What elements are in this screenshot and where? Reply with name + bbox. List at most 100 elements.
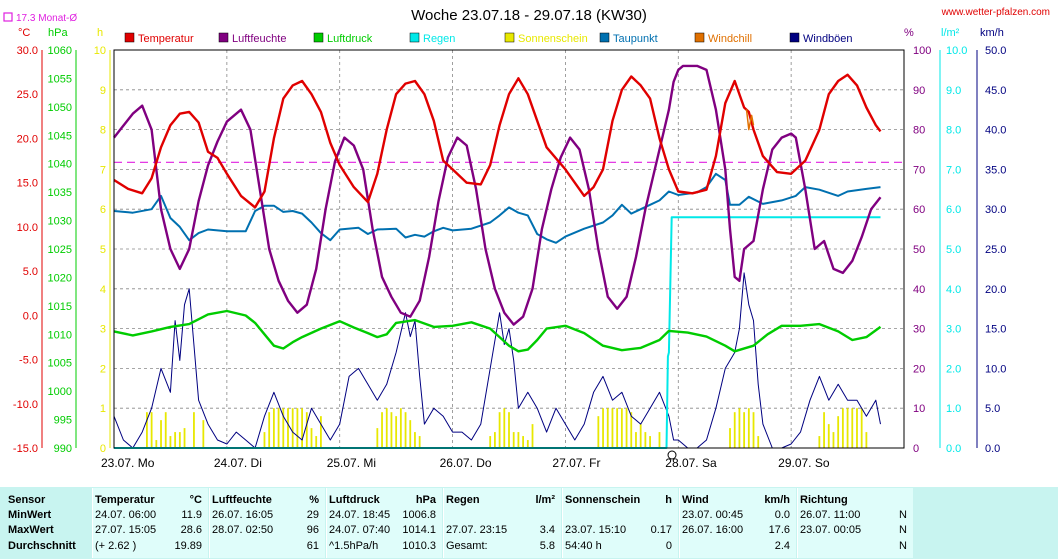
temp-tick-label: -5.0: [19, 355, 38, 367]
chart-grid: [114, 50, 904, 448]
rain-tick-label: 6.0: [946, 204, 961, 216]
sunshine-bar: [489, 436, 492, 448]
series-luftfeuchte-line: [113, 64, 882, 326]
sunshine-bar: [625, 408, 628, 448]
x-axis-labels: 23.07. Mo 24.07. Di 25.07. Mi 26.07. Do 27.0…: [101, 456, 830, 470]
sun-tick-label: 8: [100, 125, 106, 137]
sunshine-bar: [517, 432, 520, 448]
legend-label: Taupunkt: [613, 33, 658, 45]
sunshine-bar: [310, 428, 313, 448]
humidity-tick-label: 20: [913, 363, 925, 375]
rain-tick-label: 5.0: [946, 244, 961, 256]
summary-block-bg: [92, 488, 208, 558]
pressure-tick-label: 1015: [48, 301, 72, 313]
legend-swatch: [218, 32, 229, 43]
x-tick-label: 28.07. Sa: [665, 456, 717, 470]
sunshine-bar: [522, 436, 525, 448]
summary-block-title: Luftdruck: [329, 494, 380, 506]
x-tick-label: 29.07. So: [778, 456, 830, 470]
sunshine-bar: [414, 432, 416, 448]
sunshine-bar: [174, 432, 177, 448]
summary-cell-value: 3.4: [539, 524, 555, 536]
sunshine-bar: [277, 408, 280, 448]
series-windböen-line: [113, 272, 881, 449]
sun-tick-label: 5: [100, 244, 106, 256]
summary-row-label: Durchschnitt: [8, 540, 76, 552]
humidity-axis-unit: %: [904, 27, 914, 39]
sunshine-bar: [301, 408, 303, 448]
sunshine-bar: [832, 432, 835, 448]
temp-tick-label: 0.0: [23, 310, 38, 322]
sunshine-bar: [752, 412, 755, 448]
pressure-tick-label: 1030: [48, 216, 72, 228]
temp-axis-unit: °C: [18, 27, 30, 39]
sunshine-bar: [146, 412, 148, 448]
summary-cell-time: 23.07. 15:10: [565, 524, 627, 536]
rain-tick-label: 9.0: [946, 85, 961, 97]
x-tick-label: 23.07. Mo: [101, 456, 155, 470]
sunshine-bar: [606, 408, 609, 448]
rain-tick-label: 7.0: [946, 164, 961, 176]
sunshine-bar: [272, 408, 275, 448]
summary-cell-time: 26.07. 11:00: [800, 509, 861, 521]
summary-cell-time: 28.07. 02:50: [212, 524, 274, 536]
pressure-tick-label: 990: [54, 443, 72, 455]
summary-block-title: Temperatur: [95, 494, 155, 506]
temp-tick-label: 15.0: [17, 178, 38, 190]
humidity-tick-label: 80: [913, 125, 925, 137]
sunshine-bar: [597, 416, 600, 448]
humidity-tick-label: 40: [913, 284, 925, 296]
summary-cell-time: 54:40 h: [565, 540, 602, 552]
sun-tick-label: 1: [100, 403, 106, 415]
sunshine-bar: [841, 408, 844, 448]
pressure-tick-label: 1045: [48, 130, 72, 142]
site-url[interactable]: www.wetter-pfalzen.com: [941, 7, 1050, 18]
summary-table: Sensor MinWert MaxWert Durchschnitt Temperat…: [0, 487, 1058, 559]
sunshine-bar: [729, 428, 731, 448]
sunshine-bar: [296, 408, 299, 448]
rain-tick-label: 2.0: [946, 363, 961, 375]
legend-swatch: [694, 32, 705, 43]
sun-axis-unit: h: [97, 27, 103, 39]
legend-swatch: [124, 32, 135, 43]
sun-tick-label: 2: [100, 363, 106, 375]
chart-series: [113, 64, 904, 449]
legend-label: Windböen: [803, 33, 853, 45]
sunshine-bar: [823, 412, 825, 448]
sunshine-bar: [385, 408, 388, 448]
pressure-tick-label: 1000: [48, 386, 72, 398]
sunshine-bar: [602, 408, 604, 448]
legend-label: Sonnenschein: [518, 33, 588, 45]
summary-row-label: MaxWert: [8, 524, 54, 536]
sunshine-bar: [409, 420, 412, 448]
summary-cell-time: Gesamt:: [446, 540, 488, 552]
summary-block-title: Richtung: [800, 494, 848, 506]
summary-cell-value: N: [899, 540, 907, 552]
summary-cell-value: 1014.1: [402, 524, 436, 536]
sunshine-bar: [320, 416, 322, 448]
summary-block-bg: [797, 488, 913, 558]
sunshine-bar: [531, 424, 534, 448]
summary-cell-time: ^1.5hPa/h: [329, 540, 379, 552]
summary-block-title: Sonnenschein: [565, 494, 641, 506]
summary-block-unit: °C: [189, 494, 202, 506]
summary-cell-time: 23.07. 00:05: [800, 524, 862, 536]
sunshine-bar: [508, 412, 510, 448]
sunshine-bar: [851, 408, 854, 448]
sunshine-bar: [268, 412, 271, 448]
sunshine-bar: [644, 432, 647, 448]
sunshine-bar: [639, 424, 642, 448]
pressure-tick-label: 1050: [48, 102, 72, 114]
wind-tick-label: 25.0: [985, 244, 1006, 256]
legend-swatch: [789, 32, 800, 43]
rain-tick-label: 8.0: [946, 125, 961, 137]
temp-tick-label: 10.0: [17, 222, 38, 234]
sunshine-bar: [390, 412, 393, 448]
chart-legend: Temperatur Luftfeuchte Luftdruck Regen Sonne…: [124, 32, 853, 45]
summary-cell-time: 24.07. 18:45: [329, 509, 391, 521]
summary-block-unit: h: [665, 494, 672, 506]
sunshine-bar: [757, 436, 760, 448]
weekly-weather-chart: Woche 23.07.18 - 29.07.18 (KW30) www.wet…: [3, 7, 1050, 470]
summary-cell-value: 28.6: [180, 524, 202, 536]
sunshine-bar: [856, 408, 858, 448]
